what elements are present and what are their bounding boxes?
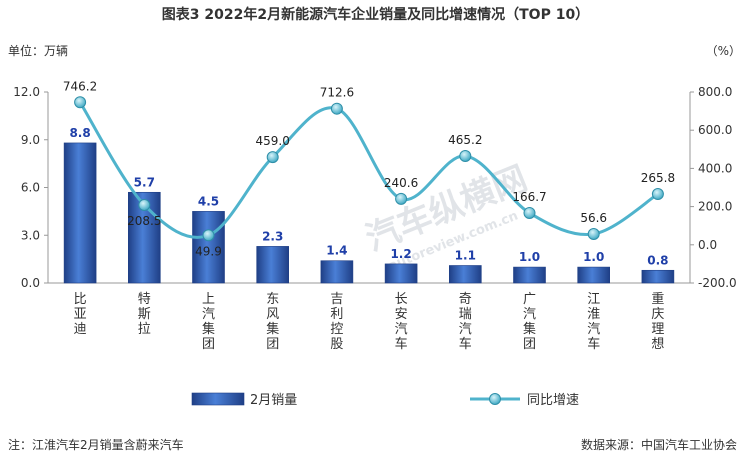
line-point (587, 227, 600, 240)
left-axis-unit: 单位：万辆 (8, 44, 69, 58)
line-series (74, 96, 664, 242)
left-axis-tick-label: 9.0 (21, 133, 40, 147)
bar-value-label: 1.1 (455, 248, 476, 262)
line-point (651, 188, 664, 201)
bar-value-label: 5.7 (134, 175, 155, 189)
line-point (459, 149, 472, 162)
category-label: 江淮汽车 (587, 292, 600, 352)
category-label: 吉利控股 (330, 292, 343, 352)
bar-series (63, 142, 675, 284)
right-axis-tick-label: 0.0 (698, 238, 717, 252)
category-label: 奇瑞汽车 (459, 291, 472, 352)
left-axis-tick-label: 12.0 (13, 85, 40, 99)
line-value-label: 465.2 (448, 133, 482, 147)
line-point (202, 229, 215, 242)
left-axis-tick-label: 3.0 (21, 228, 40, 242)
bar (577, 266, 611, 284)
line-value-label: 265.8 (641, 171, 675, 185)
left-axis-tick-label: 6.0 (21, 181, 40, 195)
right-axis-tick-label: 200.0 (698, 200, 732, 214)
line-point (266, 151, 279, 164)
bar (320, 260, 354, 284)
legend: 2月销量 同比增速 (191, 392, 579, 408)
bar-value-label: 8.8 (69, 126, 90, 140)
bar (192, 211, 225, 284)
legend-bar-label: 2月销量 (250, 393, 297, 408)
bar-value-label: 4.5 (198, 194, 219, 208)
category-label: 东风集团 (266, 292, 279, 352)
line-value-label: 459.0 (256, 134, 290, 148)
category-label: 特斯拉 (138, 292, 151, 337)
right-axis-tick-label: -200.0 (698, 276, 737, 290)
category-label: 比亚迪 (74, 292, 87, 337)
category-label: 长安汽车 (395, 292, 408, 352)
bar-value-label: 1.0 (583, 250, 604, 264)
right-axis-tick-label: 400.0 (698, 161, 732, 175)
bar (384, 263, 418, 284)
bar-value-label: 2.3 (262, 229, 283, 243)
bar-value-label: 1.0 (519, 250, 540, 264)
bar-value-label: 1.2 (390, 247, 411, 261)
data-source: 数据来源：中国汽车工业协会 (580, 438, 737, 452)
bar (256, 246, 290, 284)
legend-line-label: 同比增速 (527, 393, 579, 408)
right-axis-tick-label: 800.0 (698, 85, 732, 99)
category-label: 上汽集团 (202, 292, 215, 352)
line-value-label: 746.2 (63, 79, 97, 93)
bar (641, 269, 675, 284)
bar (448, 265, 482, 284)
line-value-label: 240.6 (384, 176, 418, 190)
line-value-label: 166.7 (512, 190, 546, 204)
right-axis-tick-label: 600.0 (698, 123, 732, 137)
legend-bar-swatch (191, 392, 245, 406)
line-value-label: 208.5 (127, 214, 161, 228)
right-axis-unit: （%） (705, 44, 741, 58)
bar (513, 266, 546, 284)
category-label: 重庆理想 (651, 291, 664, 352)
legend-line-marker (489, 393, 501, 405)
line-point (74, 96, 87, 109)
bar-value-label: 1.4 (326, 244, 347, 258)
bar-value-label: 0.8 (647, 253, 668, 267)
line-point (330, 102, 343, 115)
footnote: 注：江淮汽车2月销量含蔚来汽车 (8, 438, 184, 452)
line-point (138, 198, 151, 211)
category-label: 广汽集团 (523, 292, 536, 352)
chart-title: 图表3 2022年2月新能源汽车企业销量及同比增速情况（TOP 10） (161, 7, 590, 23)
left-axis-tick-label: 0.0 (21, 276, 40, 290)
line-value-label: 56.6 (580, 211, 607, 225)
line-point (523, 206, 536, 219)
line-value-label: 712.6 (320, 86, 354, 100)
growth-line (78, 101, 659, 239)
bar (63, 142, 97, 284)
line-point (395, 192, 408, 205)
data-labels: 8.8 5.7 4.5 2.3 1.4 1.2 1.1 1.0 1.0 0.8 746.2 208.5… (63, 79, 675, 267)
line-value-label: 49.9 (195, 244, 222, 258)
